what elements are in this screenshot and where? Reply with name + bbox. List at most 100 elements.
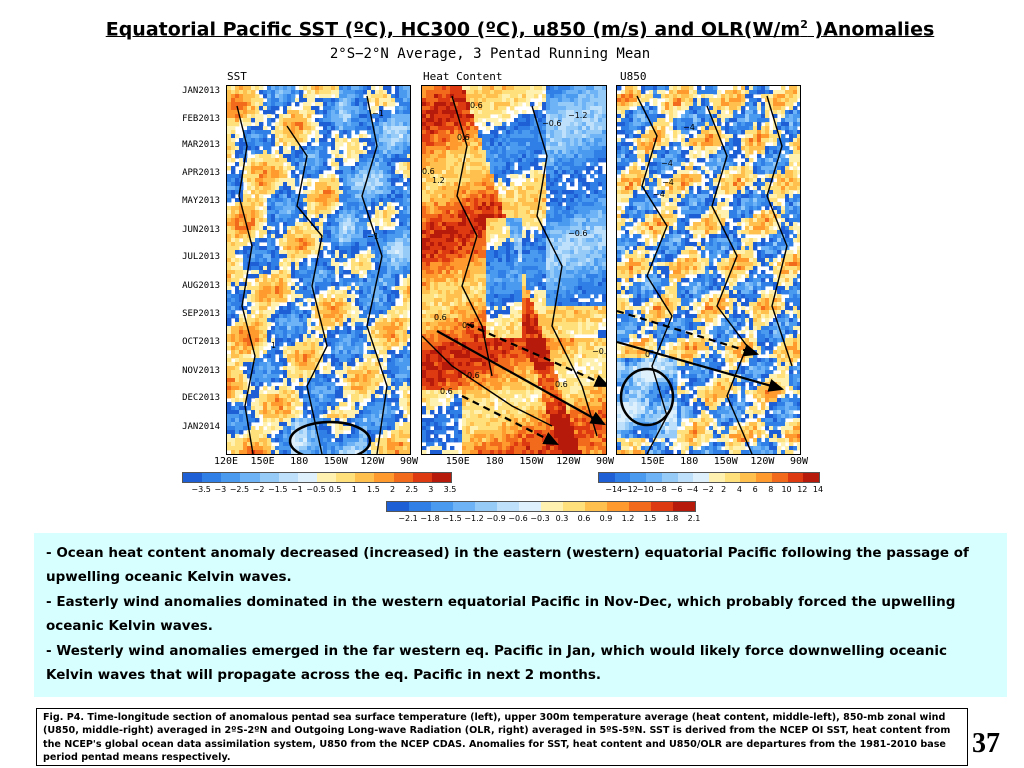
x-tick-label: 150E [250,456,275,467]
contour-label: 0.6 [555,380,568,389]
colorbar-swatch [519,502,541,511]
colorbar-swatch [673,502,695,511]
contour-line [286,125,328,454]
bullet-3: - Westerly wind anomalies emerged in the… [46,639,995,687]
bullet-text: Westerly wind anomalies emerged in the f… [46,643,947,683]
colorbar-label: −1.5 [267,485,288,494]
colorbar-swatch [563,502,585,511]
u850-panel: −4 −4 −4 −4 0 [616,85,801,455]
highlight-oval [288,420,372,454]
heat-content-heatmap: 0.6−1.2−0.60.60.61.2−0.60.60.60.60.60.6−… [422,86,606,454]
colorbar-label: 1.5 [643,514,657,523]
x-tick-label: 150W [519,456,544,467]
x-tick-label: 150E [640,456,665,467]
colorbar-swatch [393,473,413,482]
colorbar-swatch [614,473,631,482]
colorbar-swatch [240,473,260,482]
colorbar-label: 14 [812,485,824,494]
propagation-arrow [617,309,760,357]
colorbar-swatch [431,473,451,482]
contour-line [422,335,553,427]
colorbar-label: 0.3 [555,514,569,523]
colorbar-swatch [803,473,820,482]
colorbar-swatch [336,473,356,482]
summary-textbox: - Ocean heat content anomaly decreased (… [34,533,1007,697]
colorbar-label: −6 [670,485,683,494]
colorbar-label: −8 [654,485,667,494]
bullet-dash: - [46,545,57,561]
colorbar-label: 12 [797,485,808,494]
y-tick-label: SEP2013 [182,309,220,319]
title-main: Equatorial Pacific SST (ºC), HC300 (ºC),… [105,18,801,41]
figure-caption: Fig. P4. Time-longitude section of anoma… [36,708,968,766]
colorbar-label: 1.8 [665,514,679,523]
colorbar-label: −0.6 [508,514,528,523]
x-tick-label: 180 [290,456,309,467]
colorbar-label: −1.2 [464,514,484,523]
contour-label: 0.6 [457,133,470,142]
contour-label: 1 [271,341,276,350]
bullet-text: Easterly wind anomalies dominated in the… [46,594,956,634]
colorbar-label: −4 [686,485,699,494]
colorbar-swatch [453,502,475,511]
x-tick-label: 180 [680,456,699,467]
colorbar-swatch [724,473,741,482]
figure-title: Equatorial Pacific SST (ºC), HC300 (ºC),… [60,18,980,40]
y-tick-label: APR2013 [182,168,220,178]
heat-content-colorbar [386,501,696,512]
colorbar-label: 2.5 [405,485,419,494]
title-end: )Anomalies [807,18,935,41]
colorbar-swatch [475,502,497,511]
contour-label: −4 [662,178,674,187]
bullet-1: - Ocean heat content anomaly decreased (… [46,541,995,589]
sst-cells [227,86,410,454]
colorbar-swatch [677,473,694,482]
y-tick-label: JAN2014 [182,422,220,432]
panel-title-sst: SST [227,70,247,83]
x-tick-label: 150E [445,456,470,467]
contour-label: 0.6 [434,313,447,322]
colorbar-swatch [297,473,317,482]
colorbar-label: −12 [620,485,638,494]
colorbar-swatch [316,473,337,482]
colorbar-label: −0.3 [530,514,550,523]
highlight-circle [619,367,675,427]
colorbar-swatch [412,473,432,482]
hc-cells [422,86,606,454]
bullet-2: - Easterly wind anomalies dominated in t… [46,590,995,638]
contour-line [766,95,793,367]
u850-cells [617,86,800,454]
propagation-arrow [461,395,559,445]
x-tick-label: 120W [750,456,775,467]
bullet-dash: - [46,643,57,659]
contour-label: −1 [372,109,384,118]
colorbar-label: 2.1 [687,514,701,523]
colorbar-swatch [585,502,607,511]
page-number: 37 [972,728,1000,759]
contour-label: 0.6 [422,167,435,176]
colorbar-label: −2 [702,485,714,494]
colorbar-swatch [709,473,725,482]
colorbar-label: 0.5 [328,485,342,494]
propagation-arrow [617,340,785,392]
colorbar-label: 0.6 [577,514,591,523]
contour-label: 0.6 [470,101,483,110]
colorbar-label: 0.9 [599,514,613,523]
contour-line [531,105,598,437]
heat-content-panel: 0.6−1.2−0.60.60.61.2−0.60.60.60.60.60.6−… [421,85,607,455]
y-tick-label: JUL2013 [182,252,220,262]
colorbar-swatch [355,473,375,482]
contour-label: −4 [653,190,665,199]
contour-line [361,95,388,454]
x-tick-label: 120W [556,456,581,467]
y-tick-label: AUG2013 [182,281,220,291]
colorbar-swatch [693,473,710,482]
colorbar-swatch [661,473,678,482]
y-tick-label: MAY2013 [182,196,220,206]
colorbar-label: −2.5 [229,485,250,494]
colorbar-label: −3.5 [191,485,211,494]
colorbar-swatch [771,473,788,482]
colorbar-swatch [756,473,772,482]
colorbar-swatch [607,502,629,511]
colorbar-label: 4 [736,485,742,494]
